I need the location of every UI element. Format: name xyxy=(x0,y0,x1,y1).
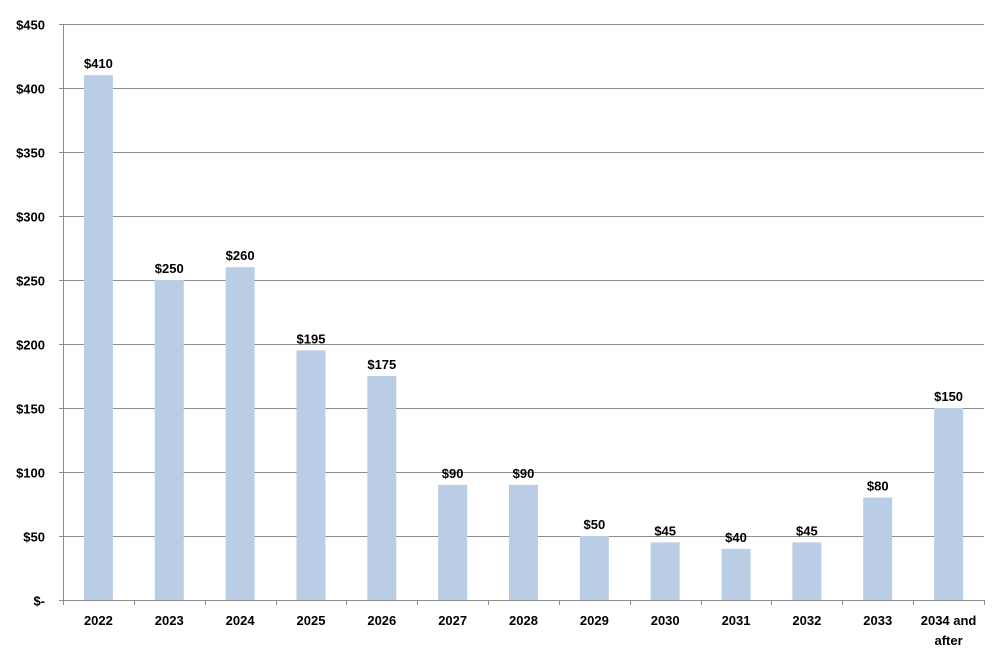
data-label: $45 xyxy=(654,523,676,538)
bar xyxy=(296,350,326,600)
x-tick-label: 2028 xyxy=(509,613,538,628)
bar xyxy=(650,542,680,600)
bar xyxy=(367,376,397,600)
y-tick-label: $100 xyxy=(16,466,45,481)
x-tick-label: 2031 xyxy=(722,613,751,628)
x-axis-tick-labels: 2022 2023 2024 2025 2026 2027 2028 2029 2030 2031… xyxy=(84,613,976,648)
x-tick-label: 2033 xyxy=(863,613,892,628)
bar xyxy=(438,484,468,600)
data-label: $90 xyxy=(513,466,535,481)
x-tick-label: 2029 xyxy=(580,613,609,628)
y-axis-tick-labels: $- $50 $100 $150 $200 $250 $300 $350 $400 $450 xyxy=(16,18,45,609)
data-label: $40 xyxy=(725,530,747,545)
y-tick-label: $200 xyxy=(16,338,45,353)
data-label: $45 xyxy=(796,523,818,538)
gridlines xyxy=(63,24,984,537)
bars xyxy=(83,75,964,600)
y-tick-label: $50 xyxy=(23,530,45,545)
bar xyxy=(509,484,538,600)
bar xyxy=(83,75,113,600)
data-label: $260 xyxy=(226,248,255,263)
y-tick-label: $300 xyxy=(16,210,45,225)
data-label: $175 xyxy=(367,357,396,372)
data-labels: $410 $250 $260 $195 $175 $90 $90 $50 $45 $40 $45 $8… xyxy=(84,56,963,545)
y-tick-label: $450 xyxy=(16,18,45,33)
bar xyxy=(934,408,964,600)
data-label: $195 xyxy=(297,331,326,346)
bar xyxy=(863,497,893,600)
x-tick-label: 2024 xyxy=(226,613,256,628)
y-tick-label: $150 xyxy=(16,402,45,417)
x-tick-label: 2027 xyxy=(438,613,467,628)
x-tick-label: 2023 xyxy=(155,613,184,628)
x-tick-label: 2030 xyxy=(651,613,680,628)
x-tick-label: 2025 xyxy=(297,613,326,628)
y-tick-label: $350 xyxy=(16,146,45,161)
bar xyxy=(225,267,255,600)
y-tick-label: $400 xyxy=(16,82,45,97)
data-label: $150 xyxy=(934,389,963,404)
data-label: $50 xyxy=(583,517,605,532)
data-label: $80 xyxy=(867,479,889,494)
bar xyxy=(154,280,184,600)
x-tick-label: 2032 xyxy=(792,613,821,628)
bar xyxy=(792,542,822,600)
x-tick-label: 2022 xyxy=(84,613,113,628)
x-tick-label: 2026 xyxy=(367,613,396,628)
data-label: $250 xyxy=(155,261,184,276)
data-label: $410 xyxy=(84,56,113,71)
bar xyxy=(579,536,609,600)
y-tick-label: $- xyxy=(33,594,45,609)
y-tick-label: $250 xyxy=(16,274,45,289)
x-tick-label: 2034 and after xyxy=(921,613,977,648)
axes xyxy=(59,24,985,605)
data-label: $90 xyxy=(442,466,464,481)
bar xyxy=(721,548,751,600)
